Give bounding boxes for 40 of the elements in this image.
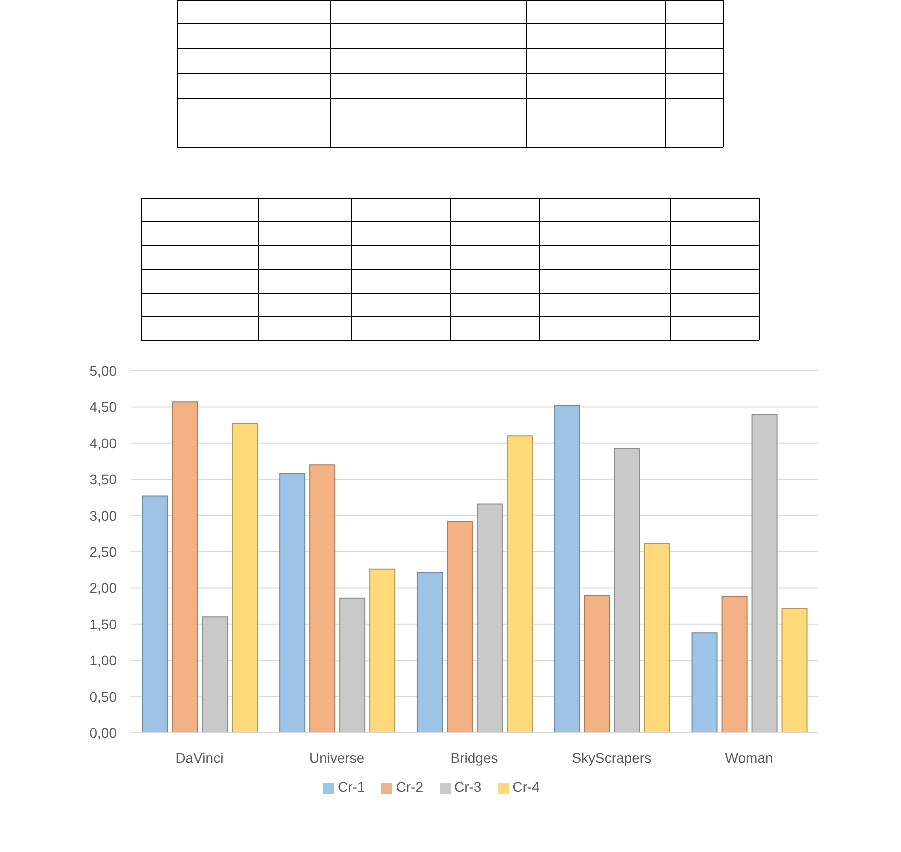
bar	[310, 464, 336, 733]
bar	[202, 616, 228, 733]
bar	[416, 572, 443, 733]
bar	[752, 414, 778, 733]
y-tick-label: 2,00	[90, 580, 118, 596]
y-tick-label: 4,50	[90, 399, 118, 416]
y-tick-label: 0,50	[90, 688, 118, 705]
legend-label: Cr-2	[396, 779, 424, 795]
bar	[446, 521, 473, 733]
legend-label: Cr-3	[454, 779, 482, 795]
y-tick-label: 0,00	[90, 724, 118, 741]
bar	[232, 423, 258, 733]
y-tick-label: 3,50	[90, 472, 118, 488]
bar	[614, 448, 640, 733]
y-tick-label: 4,00	[90, 435, 118, 452]
bar	[722, 596, 748, 733]
bar	[370, 568, 396, 733]
y-tick-label: 5,00	[90, 362, 118, 379]
bar	[584, 594, 610, 733]
y-tick-label: 1,50	[90, 616, 118, 632]
bar	[782, 608, 808, 733]
bar	[692, 632, 718, 733]
bar	[340, 598, 366, 733]
bar	[142, 496, 168, 733]
bar	[172, 402, 198, 733]
x-tick-label: SkyScrapers	[572, 750, 652, 766]
x-tick-label: Bridges	[450, 750, 498, 766]
bar	[506, 436, 533, 733]
legend-label: Cr-4	[512, 779, 540, 795]
x-tick-label: Woman	[725, 750, 774, 766]
bar	[554, 405, 580, 733]
bar	[280, 473, 306, 733]
y-tick-label: 3,00	[90, 508, 118, 524]
bar	[644, 544, 670, 733]
bar	[476, 504, 503, 733]
y-tick-label: 2,50	[90, 544, 118, 560]
x-tick-label: Universe	[309, 750, 365, 766]
y-tick-label: 1,00	[90, 652, 118, 669]
x-tick-label: DaVinci	[176, 750, 224, 766]
legend-label: Cr-1	[338, 779, 366, 795]
